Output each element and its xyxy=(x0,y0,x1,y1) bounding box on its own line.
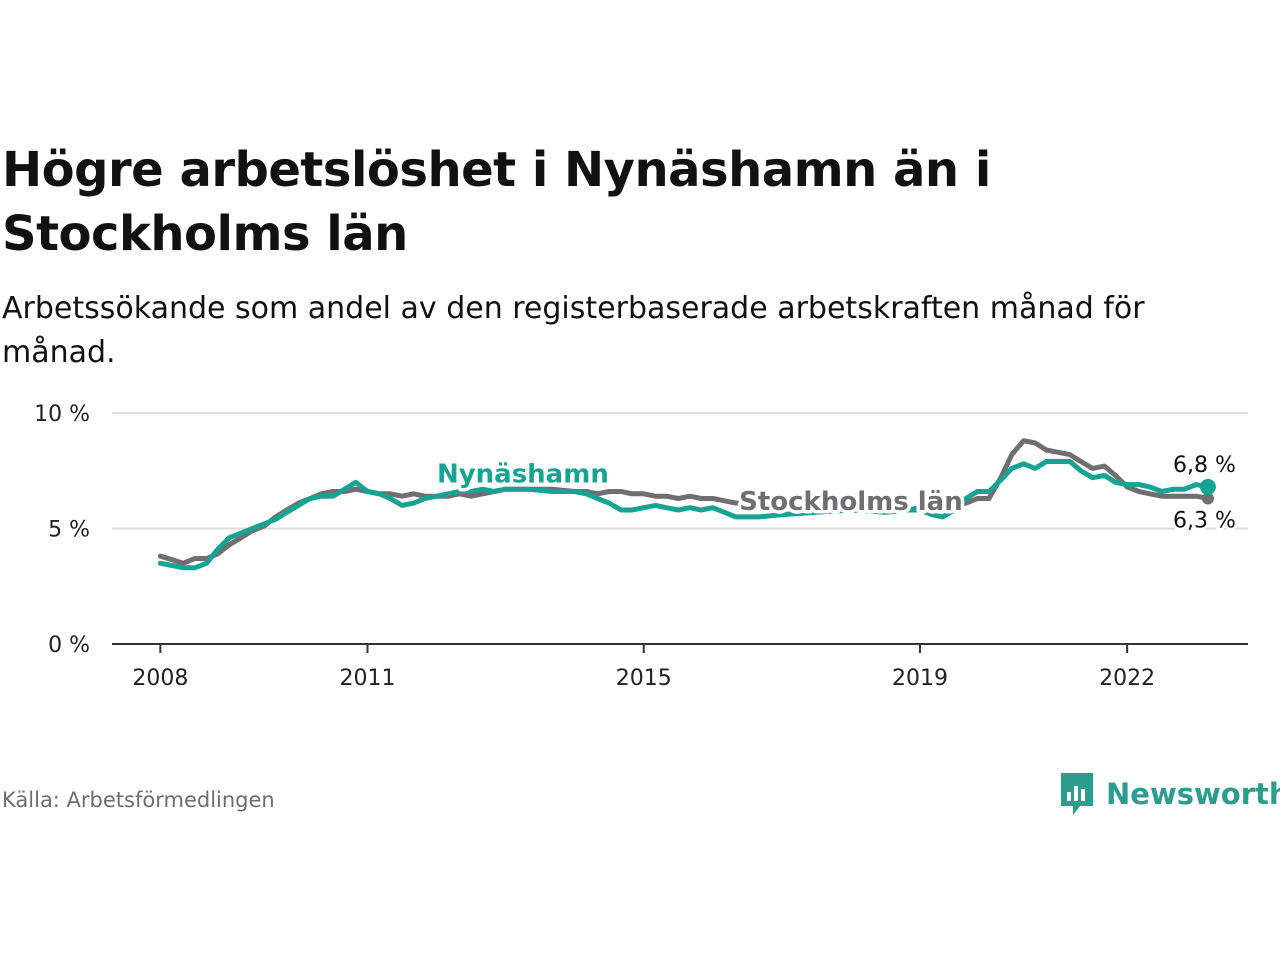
series-label-stockholm: Stockholms län xyxy=(739,487,963,517)
end-point-nynashamn xyxy=(1199,478,1216,495)
x-tick-label: 2011 xyxy=(340,666,396,691)
end-value-label-stockholm: 6,3 % xyxy=(1173,508,1236,533)
line-chart: 0 % 5 % 10 % 2008 2011 2015 2019 2022 Stockholms… xyxy=(34,402,1248,691)
source-note: Källa: Arbetsförmedlingen xyxy=(2,788,275,812)
chart-subtitle: Arbetssökande som andel av den registerb… xyxy=(2,291,1145,370)
newsworthy-logo[interactable]: Newsworthy xyxy=(1058,770,1280,818)
y-tick-label: 5 % xyxy=(48,518,90,543)
x-tick-label: 2008 xyxy=(132,666,188,691)
brand-name: Newsworthy xyxy=(1106,777,1280,811)
y-tick-label: 10 % xyxy=(34,402,90,427)
end-value-label-nynashamn: 6,8 % xyxy=(1173,453,1236,478)
chart-title: Högre arbetslöshet i Nynäshamn än i Stoc… xyxy=(2,142,991,262)
end-point-stockholm xyxy=(1201,492,1214,505)
bar-chart-bubble-icon xyxy=(1061,773,1093,815)
series-line-nynashamn xyxy=(157,459,1211,571)
y-tick-label: 0 % xyxy=(48,633,90,658)
x-tick-label: 2015 xyxy=(616,666,672,691)
x-tick-label: 2022 xyxy=(1099,666,1155,691)
x-tick-label: 2019 xyxy=(892,666,948,691)
series-label-nynashamn: Nynäshamn xyxy=(437,459,609,489)
